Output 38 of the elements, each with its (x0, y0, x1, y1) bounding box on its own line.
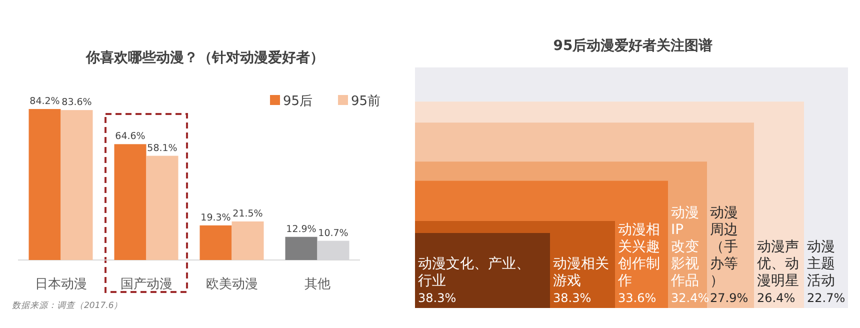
data-label: 22.7% (807, 291, 846, 305)
data-label: 58.1% (147, 142, 178, 154)
data-label: 38.3% (418, 291, 456, 305)
category-label: 动漫相关兴趣创作制作 (617, 222, 660, 289)
legend-label: 95前 (351, 94, 381, 109)
bar (200, 225, 232, 260)
category-label: 动漫声优、动漫明星 (757, 239, 799, 289)
bar (60, 110, 93, 260)
category-label: 动漫IP改变影视作品 (670, 205, 699, 289)
data-label: 12.9% (286, 224, 316, 235)
category-label: 动漫主题活动 (807, 239, 835, 289)
chart-title: 你喜欢哪些动漫？（针对动漫爱好者） (85, 49, 324, 66)
data-label: 84.2% (30, 96, 60, 107)
legend-label: 95后 (283, 94, 313, 109)
category-label: 动漫文化、产业、行业 (418, 256, 530, 289)
data-label: 32.4% (671, 291, 710, 305)
category-label: 动漫相关游戏 (553, 256, 609, 289)
data-label: 26.4% (757, 291, 796, 305)
data-label: 83.6% (62, 97, 92, 108)
source-note: 数据来源：调查（2017.6） (12, 301, 123, 311)
data-label: 64.6% (115, 131, 146, 142)
bar (232, 221, 264, 260)
bar (146, 156, 178, 260)
data-label: 19.3% (200, 212, 231, 224)
bar (285, 236, 318, 260)
text: 95后动漫爱好者关注图谱 (553, 37, 713, 54)
data-label: 27.9% (710, 291, 748, 305)
data-label: 33.6% (618, 291, 656, 305)
x-tick-label: 欧美动漫 (206, 276, 258, 292)
x-tick-label: 其他 (304, 277, 330, 292)
data-label: 38.3% (553, 291, 592, 305)
category-label: 动漫周边（手办等） (710, 205, 738, 289)
data-label: 10.7% (318, 228, 348, 239)
x-tick-label: 日本动漫 (34, 277, 87, 292)
bar (114, 144, 146, 260)
bar (28, 109, 61, 260)
x-tick-label: 国产动漫 (120, 277, 172, 292)
data-label: 21.5% (232, 208, 263, 220)
